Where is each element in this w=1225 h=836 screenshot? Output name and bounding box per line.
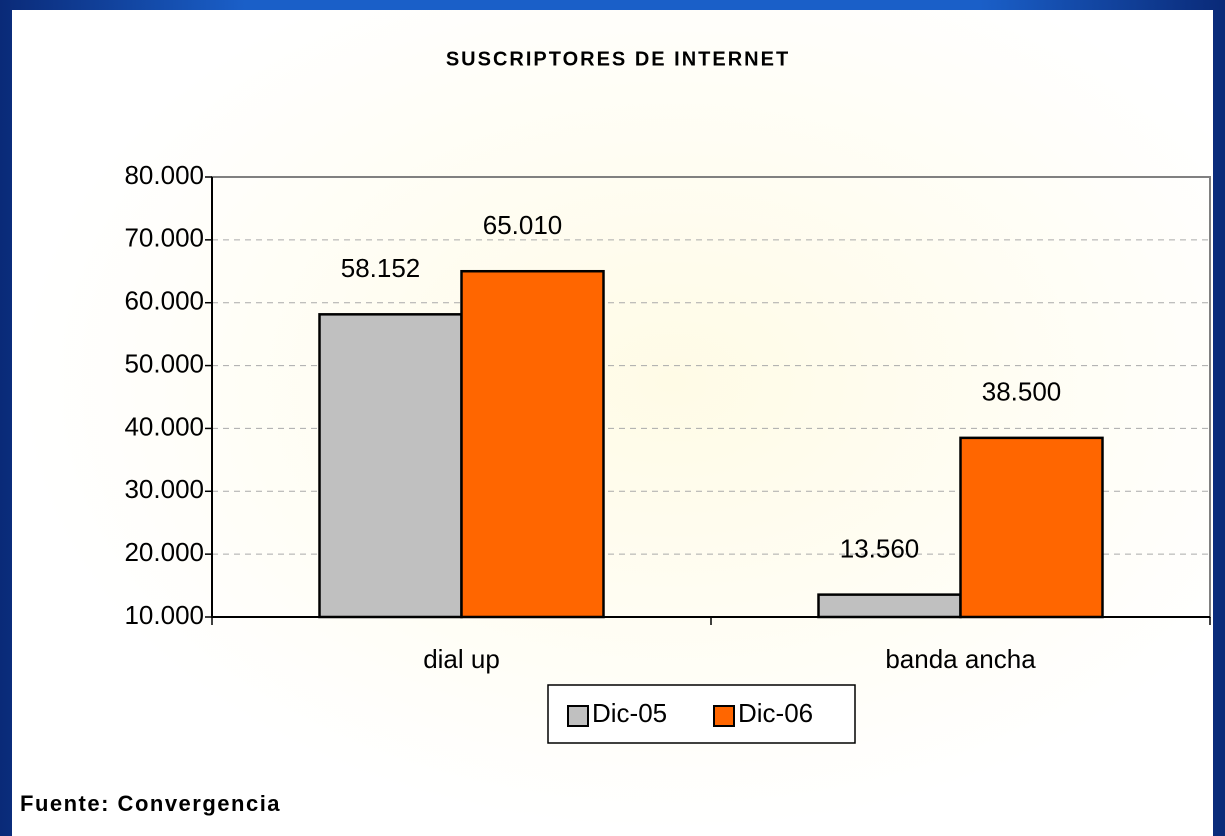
legend-swatch — [713, 705, 735, 727]
bar — [460, 269, 605, 619]
data-label: 58.152 — [341, 253, 421, 283]
data-label: 38.500 — [982, 377, 1062, 407]
y-tick-label: 70.000 — [124, 223, 204, 253]
y-tick-label: 60.000 — [124, 286, 204, 316]
y-tick-label: 20.000 — [124, 537, 204, 567]
y-tick-label: 30.000 — [124, 474, 204, 504]
legend-swatch — [567, 705, 589, 727]
chart-title: SUSCRIPTORES DE INTERNET — [446, 48, 790, 70]
legend-box — [547, 684, 856, 744]
y-tick-label: 50.000 — [124, 348, 204, 378]
y-tick-label: 40.000 — [124, 411, 204, 441]
data-label: 65.010 — [483, 210, 563, 240]
x-tick-label: banda ancha — [885, 644, 1036, 674]
x-tick-label: dial up — [423, 644, 500, 674]
bar — [959, 436, 1104, 619]
y-tick-label: 10.000 — [124, 600, 204, 630]
bar — [318, 313, 463, 619]
source-note: Fuente: Convergencia — [20, 791, 281, 816]
y-tick-label: 80.000 — [124, 160, 204, 190]
legend-label: Dic-05 — [592, 698, 667, 728]
legend-label: Dic-06 — [738, 698, 813, 728]
bar — [817, 593, 962, 619]
data-label: 13.560 — [840, 533, 920, 563]
